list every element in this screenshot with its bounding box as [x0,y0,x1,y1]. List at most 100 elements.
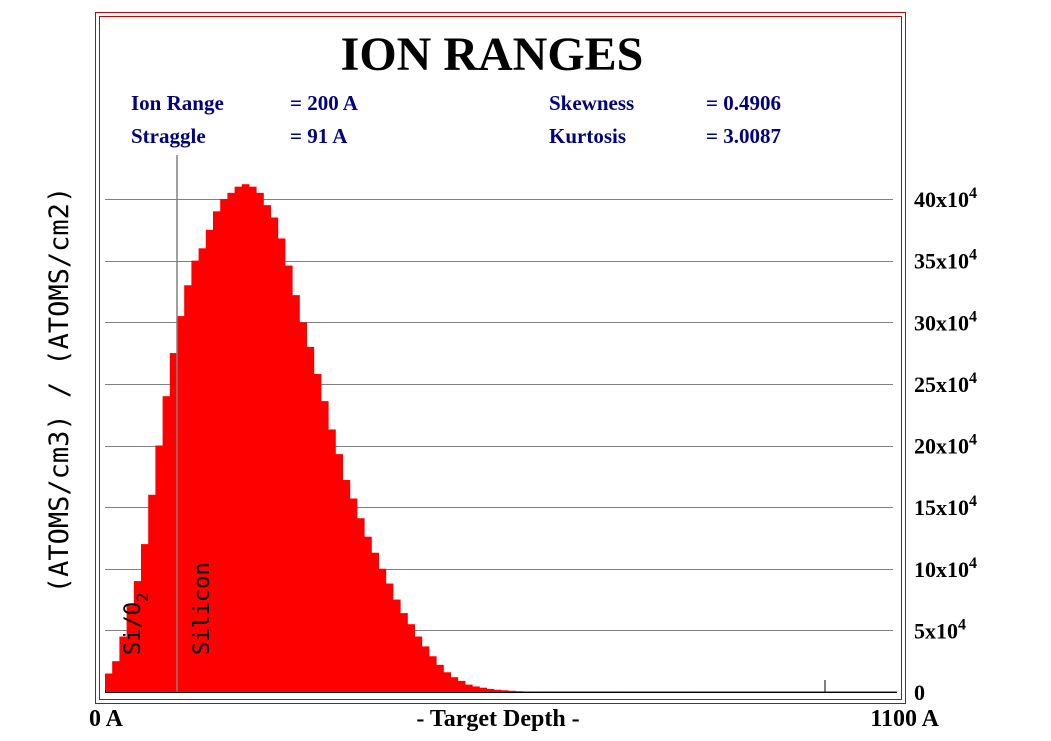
histogram-bar [724,691,732,692]
histogram-bar [810,691,819,692]
histogram-bar [846,691,855,692]
histogram-bar [522,691,531,692]
histogram-bar [414,636,423,692]
histogram-bars [105,184,898,693]
histogram-bar [637,691,646,692]
histogram-bar [285,265,293,692]
histogram-bar [673,691,682,692]
histogram-bar [868,691,876,692]
stat-skewness-label: Skewness [549,91,634,115]
histogram-bar [544,691,552,692]
y-tick-label: 10x104 [914,555,977,582]
stat-straggle-value: = 91 A [290,124,348,148]
histogram-bar [587,691,595,692]
histogram-bar [292,295,300,692]
histogram-bar [227,192,235,692]
histogram-bar [745,691,754,692]
histogram-bar [767,691,775,692]
histogram-bar [774,691,783,692]
stat-ion-range-value: = 200 A [290,91,359,115]
y-axis-label: (ATOMS/cm3) / (ATOMS/cm2) [44,187,75,593]
histogram-bar [112,661,120,692]
histogram-bar [839,691,847,692]
histogram-bar [256,192,264,692]
x-start-label: 0 A [89,706,124,732]
histogram-bar [241,184,250,692]
histogram-bar [645,691,653,692]
histogram-bar [119,636,127,692]
histogram-bar [457,680,466,692]
histogram-bar [465,684,473,692]
histogram-bar [493,689,502,692]
histogram-bar [184,285,192,692]
histogram-bar [803,691,811,692]
histogram-bar [861,691,869,692]
histogram-bar [357,518,365,692]
histogram-bar [702,691,711,692]
y-tick-labels: 0 5x104 10x104 15x104 20x104 25x104 30x104 35x1… [914,185,977,705]
histogram-bar [623,691,631,692]
histogram-bar [501,690,509,692]
histogram-bar [551,691,559,692]
layer-label-silicon: Silicon [190,562,215,655]
histogram-bar [695,691,703,692]
histogram-bar [177,316,185,692]
histogram-bar [529,691,538,692]
histogram-bar [616,691,624,692]
histogram-bar [407,624,415,692]
histogram-bar [443,672,451,692]
histogram-bar [558,691,567,692]
y-tick-label: 20x104 [914,432,977,459]
y-tick-label: 15x104 [914,493,977,520]
histogram-bar [249,186,257,692]
histogram-bar [537,691,545,692]
histogram-bar [738,691,747,692]
histogram-bar [342,480,351,692]
histogram-bar [472,686,480,692]
y-tick-label: 40x104 [914,185,977,212]
outer-frame [95,12,906,704]
histogram-bar [400,613,408,692]
y-tick-label: 25x104 [914,370,977,397]
y-tick-label: 30x104 [914,308,977,335]
histogram-bar [666,691,675,692]
histogram-bar [328,429,336,692]
histogram-bar [270,217,279,693]
histogram-bar [321,401,329,692]
histogram-bar [781,691,790,692]
histogram-bar [234,186,243,692]
histogram-bar [688,691,696,692]
histogram-bar [313,374,322,692]
histogram-bar [378,568,387,692]
histogram-bar [709,691,718,692]
histogram-bar [731,691,739,692]
histogram-bar [889,691,898,692]
histogram-bar [479,687,487,692]
histogram-bar [825,691,833,692]
histogram-bar [659,691,667,692]
stat-kurtosis-label: Kurtosis [549,124,626,148]
stat-skewness-value: = 0.4906 [706,91,781,115]
histogram-bar [306,346,315,692]
histogram-bar [205,229,214,692]
histogram-bar [364,536,372,692]
histogram-bar [335,454,343,692]
histogram-bar [601,691,610,692]
histogram-bar [162,396,171,692]
histogram-bar [429,656,437,692]
stat-ion-range-label: Ion Range [131,91,224,115]
layer-sio2-text: Si/O [121,602,146,655]
histogram-bar [832,691,840,692]
histogram-bar [213,211,221,692]
histogram-bar [594,691,603,692]
x-end-label: 1100 A [870,706,939,732]
histogram-bar [717,691,725,692]
histogram-bar [299,322,307,692]
histogram-bar [393,599,401,692]
histogram-bar [486,688,495,692]
stat-kurtosis-value: = 3.0087 [706,124,781,148]
histogram-bar [580,691,588,692]
histogram-bar [789,691,797,692]
histogram-bar [573,691,581,692]
histogram-bar [853,691,862,692]
